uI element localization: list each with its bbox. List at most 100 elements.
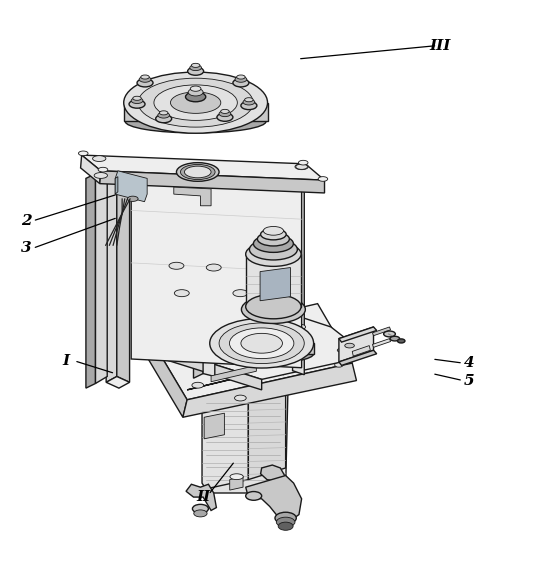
Polygon shape (210, 343, 313, 354)
Ellipse shape (275, 512, 296, 524)
Polygon shape (115, 171, 147, 201)
Text: 2: 2 (21, 214, 32, 228)
Polygon shape (352, 346, 370, 356)
Ellipse shape (261, 229, 286, 240)
Ellipse shape (166, 308, 176, 313)
Ellipse shape (296, 164, 308, 169)
Ellipse shape (230, 474, 244, 479)
Polygon shape (246, 254, 301, 307)
Ellipse shape (345, 343, 355, 348)
Polygon shape (86, 173, 96, 388)
Ellipse shape (246, 492, 262, 500)
Text: 5: 5 (464, 374, 475, 388)
Polygon shape (246, 475, 302, 520)
Ellipse shape (138, 78, 253, 127)
Text: III: III (429, 39, 451, 53)
Polygon shape (106, 167, 130, 178)
Ellipse shape (246, 242, 301, 266)
Ellipse shape (243, 99, 255, 105)
Ellipse shape (263, 227, 284, 235)
Ellipse shape (182, 331, 192, 336)
Polygon shape (148, 342, 187, 417)
Ellipse shape (190, 86, 201, 91)
Ellipse shape (295, 164, 308, 169)
Ellipse shape (217, 113, 233, 121)
Ellipse shape (156, 114, 171, 123)
Ellipse shape (237, 75, 245, 79)
Polygon shape (115, 176, 118, 194)
Ellipse shape (190, 65, 201, 71)
Polygon shape (174, 187, 211, 206)
Polygon shape (230, 477, 243, 490)
Ellipse shape (174, 290, 189, 297)
Polygon shape (154, 346, 262, 390)
Polygon shape (260, 267, 290, 301)
Ellipse shape (188, 88, 203, 96)
Ellipse shape (137, 79, 153, 87)
Ellipse shape (170, 92, 221, 113)
Polygon shape (124, 103, 268, 121)
Ellipse shape (245, 98, 253, 102)
Ellipse shape (219, 111, 231, 117)
Ellipse shape (131, 98, 143, 103)
Polygon shape (183, 363, 357, 417)
Ellipse shape (278, 522, 293, 530)
Ellipse shape (296, 352, 308, 358)
Polygon shape (202, 396, 248, 489)
Polygon shape (117, 167, 130, 383)
Polygon shape (153, 304, 352, 400)
Ellipse shape (235, 77, 247, 82)
Ellipse shape (221, 109, 229, 113)
Polygon shape (137, 292, 368, 380)
Ellipse shape (180, 165, 215, 179)
Polygon shape (100, 171, 325, 193)
Polygon shape (204, 413, 224, 439)
Ellipse shape (92, 156, 106, 162)
Ellipse shape (230, 328, 294, 359)
Polygon shape (131, 171, 302, 368)
Ellipse shape (249, 239, 297, 260)
Polygon shape (136, 318, 155, 356)
Ellipse shape (192, 505, 208, 513)
Text: I: I (62, 354, 69, 368)
Polygon shape (372, 339, 390, 347)
Polygon shape (339, 350, 376, 366)
Ellipse shape (78, 151, 88, 156)
Ellipse shape (206, 264, 221, 271)
Text: 3: 3 (21, 241, 32, 255)
Polygon shape (283, 184, 293, 375)
Ellipse shape (154, 85, 237, 120)
Ellipse shape (292, 324, 305, 330)
Ellipse shape (397, 339, 405, 343)
Ellipse shape (246, 294, 301, 319)
Ellipse shape (318, 176, 328, 181)
Ellipse shape (257, 232, 289, 246)
Ellipse shape (335, 363, 343, 367)
Ellipse shape (241, 296, 305, 324)
Ellipse shape (133, 96, 142, 100)
Polygon shape (372, 327, 390, 336)
Ellipse shape (383, 331, 395, 337)
Ellipse shape (390, 336, 399, 341)
Polygon shape (280, 376, 288, 487)
Ellipse shape (233, 290, 248, 297)
Polygon shape (106, 167, 117, 383)
Ellipse shape (158, 112, 169, 118)
Ellipse shape (176, 163, 219, 181)
Text: 4: 4 (464, 356, 475, 370)
Ellipse shape (169, 262, 184, 269)
Ellipse shape (185, 92, 206, 102)
Ellipse shape (139, 77, 151, 82)
Ellipse shape (210, 318, 313, 368)
Ellipse shape (128, 196, 138, 201)
Ellipse shape (234, 395, 246, 401)
Polygon shape (186, 484, 216, 510)
Ellipse shape (98, 168, 108, 172)
Polygon shape (198, 324, 243, 341)
Polygon shape (248, 384, 286, 479)
Polygon shape (106, 377, 130, 388)
Ellipse shape (192, 383, 203, 388)
Ellipse shape (124, 72, 268, 133)
Polygon shape (261, 465, 288, 493)
Ellipse shape (208, 302, 219, 307)
